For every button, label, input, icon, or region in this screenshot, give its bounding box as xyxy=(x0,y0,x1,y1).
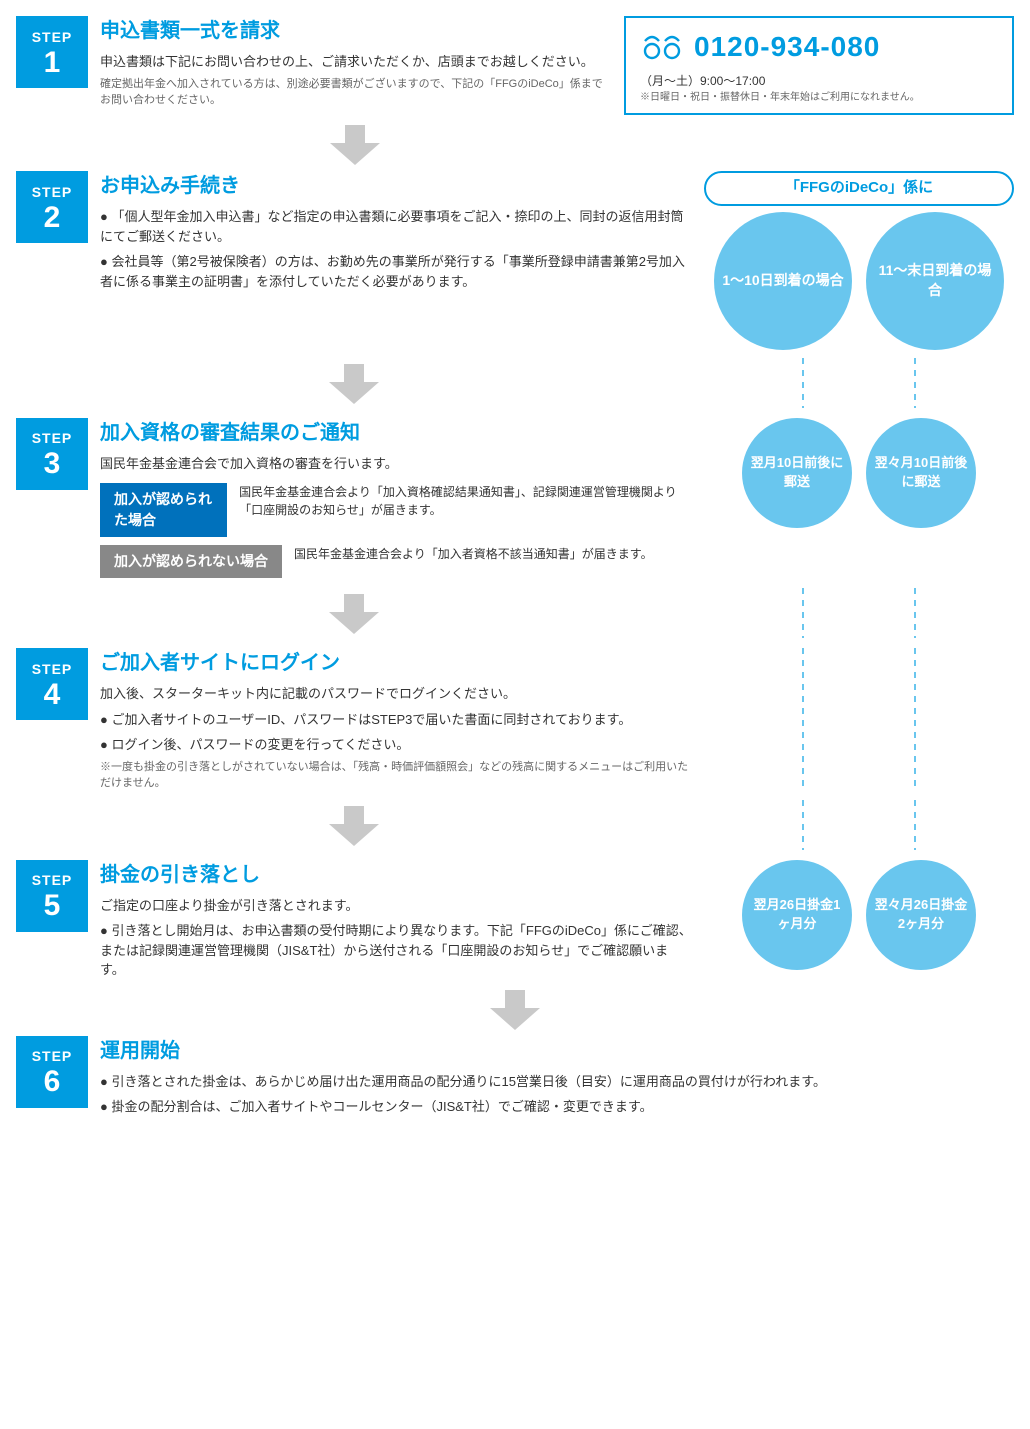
step4-title: ご加入者サイトにログイン xyxy=(100,648,692,678)
step4-bullet1: ● ご加入者サイトのユーザーID、パスワードはSTEP3で届いた書面に同封されて… xyxy=(100,710,692,730)
step-badge-6: STEP6 xyxy=(16,1036,88,1108)
arrow-down-icon xyxy=(16,804,692,848)
freedial-icon xyxy=(640,34,684,60)
step2-title: お申込み手続き xyxy=(100,171,692,201)
step6-bullet2: ● 掛金の配分割合は、ご加入者サイトやコールセンター（JIS&T社）でご確認・変… xyxy=(100,1097,1014,1117)
call-note: ※日曜日・祝日・振替休日・年末年始はご利用になれません。 xyxy=(640,90,998,105)
step5-bullet1: ● 引き落とし開始月は、お申込書類の受付時期により異なります。下記「FFGのiD… xyxy=(100,921,692,980)
step-badge-1: STEP1 xyxy=(16,16,88,88)
status-ok-text: 国民年金基金連合会より「加入資格確認結果通知書」、記録関連運営管理機関より「口座… xyxy=(239,477,692,519)
arrow-down-icon xyxy=(0,123,1014,167)
call-hours: （月～土）9:00～17:00 xyxy=(640,72,998,90)
step4-note: ※一度も掛金の引き落としがされていない場合は、「残高・時価評価額照会」などの残高… xyxy=(100,759,692,792)
status-ng-text: 国民年金基金連合会より「加入者資格不該当通知書」が届きます。 xyxy=(294,539,653,563)
step-badge-5: STEP5 xyxy=(16,860,88,932)
step4-bullet2: ● ログイン後、パスワードの変更を行ってください。 xyxy=(100,735,692,755)
step1-desc: 申込書類は下記にお問い合わせの上、ご請求いただくか、店頭までお越しください。 xyxy=(100,52,612,72)
step3-title: 加入資格の審査結果のご通知 xyxy=(100,418,692,448)
step-badge-4: STEP4 xyxy=(16,648,88,720)
call-box: 0120-934-080 （月～土）9:00～17:00 ※日曜日・祝日・振替休… xyxy=(624,16,1014,115)
step-badge-2: STEP2 xyxy=(16,171,88,243)
arrow-down-icon xyxy=(16,362,692,406)
arrow-down-icon xyxy=(16,988,1014,1032)
step2-bullet1: ● 「個人型年金加入申込書」など指定の申込書類に必要事項をご記入・捺印の上、同封… xyxy=(100,207,692,246)
step3-desc: 国民年金基金連合会で加入資格の審査を行います。 xyxy=(100,454,692,474)
step1-sub: 確定拠出年金へ加入されている方は、別途必要書類がございますので、下記の「FFGの… xyxy=(100,76,612,109)
step5-desc: ご指定の口座より掛金が引き落とされます。 xyxy=(100,896,692,916)
step4-desc: 加入後、スターターキット内に記載のパスワードでログインください。 xyxy=(100,684,692,704)
ball-left: 1～10日到着の場合 xyxy=(714,212,852,350)
status-ok: 加入が認められた場合 xyxy=(100,483,227,537)
ball-right: 11～末日到着の場合 xyxy=(866,212,1004,350)
arrow-down-icon xyxy=(16,592,692,636)
step-badge-3: STEP3 xyxy=(16,418,88,490)
ball5-right: 翌々月26日掛金2ヶ月分 xyxy=(866,860,976,970)
step2-bullet2: ● 会社員等（第2号被保険者）の方は、お勤め先の事業所が発行する「事業所登録申請… xyxy=(100,252,692,291)
ball3-right: 翌々月10日前後に郵送 xyxy=(866,418,976,528)
phone-number: 0120-934-080 xyxy=(694,26,880,68)
step6-title: 運用開始 xyxy=(100,1036,1014,1066)
step5-title: 掛金の引き落とし xyxy=(100,860,692,890)
step1-title: 申込書類一式を請求 xyxy=(100,16,612,46)
ball5-left: 翌月26日掛金1ヶ月分 xyxy=(742,860,852,970)
status-ng: 加入が認められない場合 xyxy=(100,545,282,578)
side-pill: 「FFGのiDeCo」係に xyxy=(704,171,1014,206)
ball3-left: 翌月10日前後に郵送 xyxy=(742,418,852,528)
step6-bullet1: ● 引き落とされた掛金は、あらかじめ届け出た運用商品の配分通りに15営業日後（目… xyxy=(100,1072,1014,1092)
